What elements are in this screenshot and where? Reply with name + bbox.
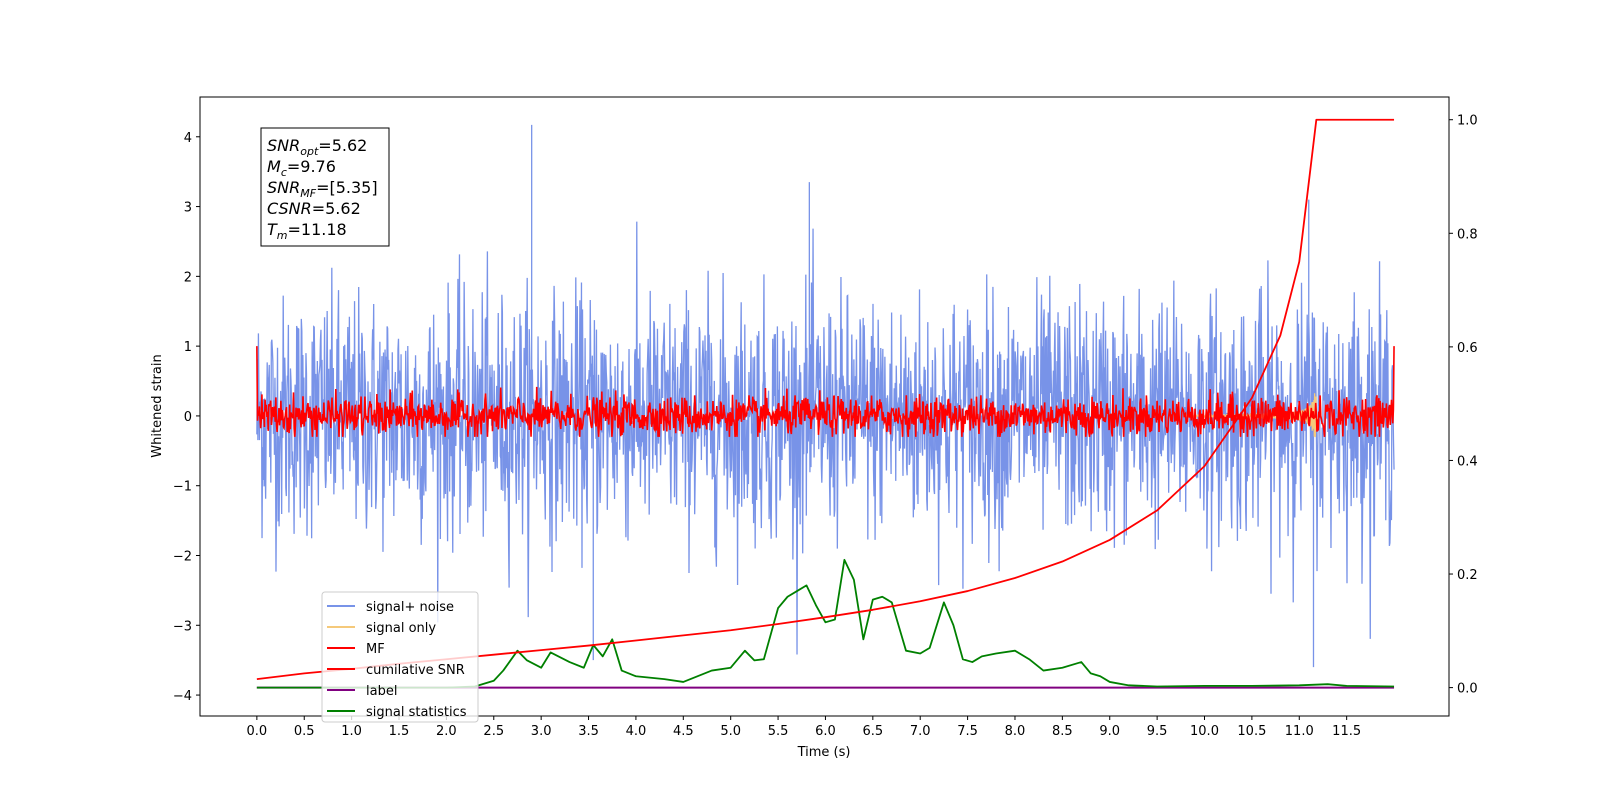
y-axis-left: −4 −3 −2 −1 0 1 2 3 4 [173, 131, 200, 704]
annotation-line: SNRopt=5.62 [267, 136, 367, 158]
legend-label: label [366, 684, 397, 699]
x-tick-label: 5.0 [720, 724, 741, 739]
legend-frame [321, 591, 479, 723]
x-tick-label: 7.0 [910, 724, 931, 739]
annotation-line: SNRMF=[5.35] [267, 178, 378, 200]
y-right-tick-label: 0.6 [1457, 341, 1478, 356]
series-mf [256, 346, 1395, 437]
y-left-tick-label: 4 [184, 131, 192, 146]
x-tick-label: 9.5 [1147, 724, 1168, 739]
x-tick-label: 3.0 [531, 724, 552, 739]
y-left-tick-label: −1 [173, 480, 192, 495]
x-tick-label: 9.0 [1099, 724, 1120, 739]
y-right-tick-label: 0.0 [1457, 682, 1478, 697]
x-tick-label: 11.5 [1332, 724, 1361, 739]
legend-label: signal+ noise [366, 600, 454, 615]
series-signal-statistics [256, 558, 1395, 689]
legend-label: signal statistics [366, 705, 467, 720]
x-tick-label: 8.5 [1052, 724, 1073, 739]
y-right-tick-label: 1.0 [1457, 114, 1478, 129]
x-tick-label: 1.0 [341, 724, 362, 739]
x-tick-label: 6.5 [862, 724, 883, 739]
y-right-tick-label: 0.8 [1457, 227, 1478, 242]
y-right-tick-label: 0.4 [1457, 454, 1478, 469]
x-tick-label: 10.0 [1190, 724, 1219, 739]
y-axis-title: Whitened strain [150, 354, 165, 457]
x-tick-label: 0.5 [294, 724, 315, 739]
y-left-tick-label: −3 [173, 619, 192, 634]
x-axis: 0.0 0.5 1.0 1.5 2.0 2.5 3.0 3.5 4.0 4.5 5.0 5.5 6.0 6… [247, 716, 1361, 739]
y-axis-right: 0.0 0.2 0.4 0.6 0.8 1.0 [1449, 114, 1478, 697]
x-tick-label: 11.0 [1285, 724, 1314, 739]
y-left-tick-label: 2 [184, 270, 192, 285]
x-tick-label: 4.5 [673, 724, 694, 739]
annotation-line: Tm=11.18 [267, 220, 347, 242]
x-axis-title: Time (s) [797, 745, 851, 760]
x-tick-label: 6.0 [815, 724, 836, 739]
legend-label: MF [366, 642, 385, 657]
x-tick-label: 10.5 [1237, 724, 1266, 739]
x-tick-label: 8.0 [1005, 724, 1026, 739]
x-tick-label: 2.5 [483, 724, 504, 739]
legend: signal+ noise signal only MF cumilative SNR… [321, 591, 479, 723]
x-tick-label: 7.5 [957, 724, 978, 739]
axes-frame [199, 96, 1450, 717]
annotation-line: Mc=9.76 [267, 157, 336, 179]
y-left-tick-label: −2 [173, 549, 192, 564]
annotation-box [260, 127, 390, 247]
y-left-tick-label: 3 [184, 201, 192, 216]
y-right-tick-label: 0.2 [1457, 568, 1478, 583]
legend-label: cumilative SNR [366, 663, 465, 678]
x-tick-label: 0.0 [247, 724, 268, 739]
x-tick-label: 5.5 [768, 724, 789, 739]
series-signal-noise [256, 124, 1395, 668]
annotation-line: CSNR=5.62 [267, 199, 361, 218]
x-tick-label: 1.5 [389, 724, 410, 739]
legend-label: signal only [366, 621, 436, 636]
x-tick-label: 4.0 [626, 724, 647, 739]
x-tick-label: 2.0 [436, 724, 457, 739]
x-tick-label: 3.5 [578, 724, 599, 739]
y-left-tick-label: −4 [173, 689, 192, 704]
y-left-tick-label: 1 [184, 340, 192, 355]
y-left-tick-label: 0 [184, 410, 192, 425]
